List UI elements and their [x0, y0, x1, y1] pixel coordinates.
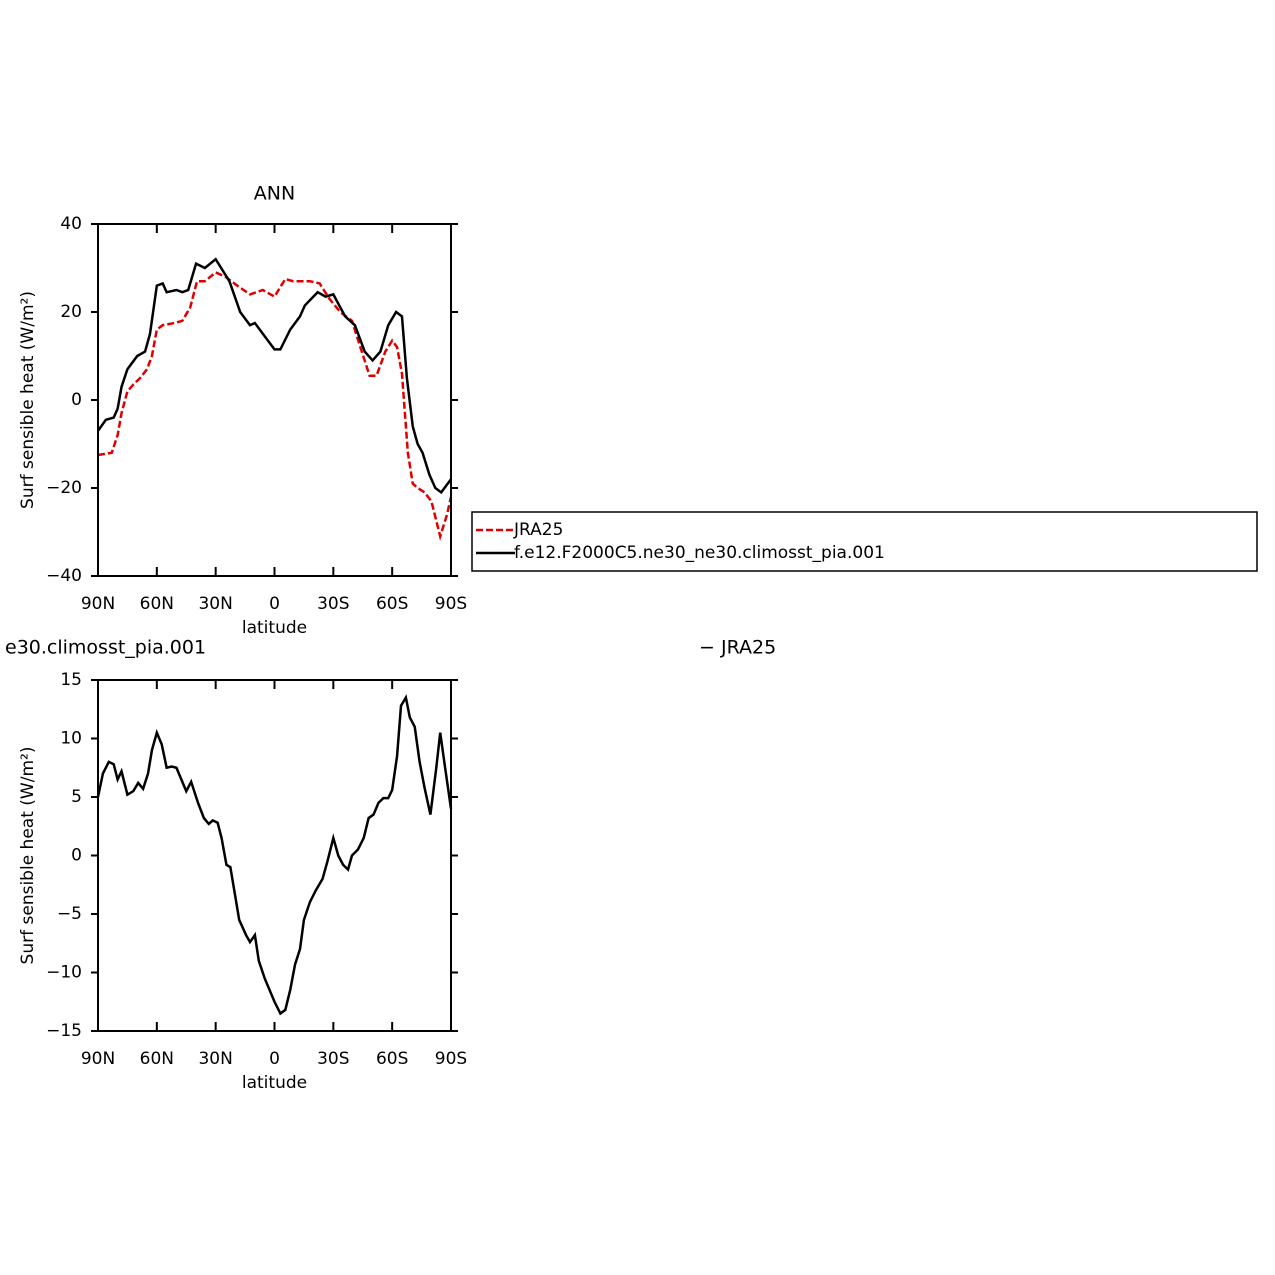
chart-title: ANN	[254, 183, 295, 205]
x-tick-label: 60N	[140, 594, 174, 614]
y-tick-label: 0	[71, 846, 82, 866]
y-tick-label: 0	[71, 390, 82, 410]
x-tick-label: 90S	[435, 1049, 467, 1069]
y-tick-label: 5	[71, 787, 82, 807]
x-tick-label: 0	[269, 594, 280, 614]
y-tick-label: −20	[46, 478, 82, 498]
x-tick-label: 60S	[376, 1049, 408, 1069]
y-tick-label: −15	[46, 1021, 82, 1041]
x-tick-label: 60N	[140, 1049, 174, 1069]
x-tick-label: 60S	[376, 594, 408, 614]
y-tick-label: 40	[60, 214, 82, 234]
x-tick-label: 90N	[81, 1049, 115, 1069]
legend-label: f.e12.F2000C5.ne30_ne30.climosst_pia.001	[514, 543, 885, 563]
y-tick-label: −40	[46, 566, 82, 586]
x-axis-label: latitude	[242, 1073, 307, 1093]
y-tick-label: −10	[46, 963, 82, 983]
y-axis-label: Surf sensible heat (W/m²)	[18, 291, 38, 509]
x-tick-label: 0	[269, 1049, 280, 1069]
x-tick-label: 30S	[317, 1049, 349, 1069]
x-tick-label: 90S	[435, 594, 467, 614]
x-tick-label: 90N	[81, 594, 115, 614]
x-tick-label: 30N	[198, 594, 232, 614]
y-tick-label: 15	[60, 670, 82, 690]
plot-frame	[97, 223, 452, 577]
chart-title-left: e30.climosst_pia.001	[5, 637, 206, 659]
x-tick-label: 30N	[198, 1049, 232, 1069]
x-axis-label: latitude	[242, 618, 307, 638]
y-tick-label: 20	[60, 302, 82, 322]
y-tick-label: −5	[57, 904, 82, 924]
y-axis-label: Surf sensible heat (W/m²)	[18, 747, 38, 965]
data-line	[96, 694, 453, 1016]
legend-label: JRA25	[513, 520, 563, 540]
legend-box	[471, 511, 1258, 572]
x-tick-label: 30S	[317, 594, 349, 614]
data-line	[96, 257, 453, 495]
y-tick-label: 10	[60, 729, 82, 749]
chart-title-right: − JRA25	[699, 637, 776, 659]
